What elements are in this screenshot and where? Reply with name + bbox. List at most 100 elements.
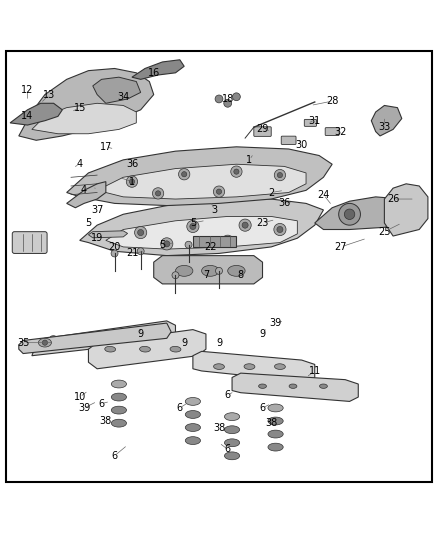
Polygon shape: [154, 256, 262, 284]
Circle shape: [126, 176, 138, 187]
Circle shape: [224, 99, 232, 107]
Circle shape: [225, 238, 231, 244]
Ellipse shape: [258, 384, 266, 389]
Text: 9: 9: [138, 329, 144, 339]
Ellipse shape: [128, 336, 136, 341]
Ellipse shape: [228, 265, 245, 276]
Text: 6: 6: [177, 403, 183, 413]
Polygon shape: [80, 199, 323, 256]
Circle shape: [231, 166, 242, 177]
Ellipse shape: [320, 384, 327, 389]
Ellipse shape: [111, 380, 127, 388]
Ellipse shape: [268, 404, 283, 412]
Text: 36: 36: [126, 159, 138, 169]
Text: 16: 16: [148, 68, 160, 78]
Ellipse shape: [176, 265, 193, 276]
Text: 38: 38: [213, 423, 225, 433]
Polygon shape: [93, 77, 141, 103]
Text: 6: 6: [99, 399, 105, 409]
Text: 6: 6: [112, 451, 118, 461]
Ellipse shape: [170, 346, 181, 352]
Text: 37: 37: [91, 205, 103, 215]
Text: 1: 1: [247, 155, 253, 165]
Polygon shape: [10, 103, 62, 125]
Circle shape: [182, 172, 187, 177]
Ellipse shape: [224, 426, 240, 434]
Text: 5: 5: [159, 240, 166, 250]
Polygon shape: [132, 60, 184, 79]
Ellipse shape: [39, 338, 51, 347]
Text: 17: 17: [100, 142, 112, 152]
Circle shape: [274, 169, 286, 181]
Polygon shape: [19, 323, 171, 353]
Text: 38: 38: [265, 418, 277, 428]
Ellipse shape: [140, 346, 150, 352]
Polygon shape: [385, 184, 428, 236]
Circle shape: [137, 248, 144, 255]
Polygon shape: [19, 68, 154, 140]
Ellipse shape: [224, 452, 240, 460]
Circle shape: [234, 169, 239, 174]
Ellipse shape: [244, 364, 255, 369]
FancyBboxPatch shape: [12, 232, 47, 254]
Text: 6: 6: [225, 390, 231, 400]
Text: 9: 9: [181, 338, 187, 348]
Polygon shape: [67, 147, 332, 206]
Text: 24: 24: [317, 190, 330, 200]
Circle shape: [42, 340, 47, 345]
Ellipse shape: [111, 393, 127, 401]
Ellipse shape: [185, 398, 201, 405]
Text: 4: 4: [81, 185, 87, 195]
Text: 14: 14: [21, 111, 34, 122]
Circle shape: [185, 241, 192, 248]
Circle shape: [111, 250, 118, 257]
Circle shape: [134, 227, 147, 239]
FancyBboxPatch shape: [304, 119, 317, 126]
Text: 39: 39: [269, 318, 282, 328]
Circle shape: [277, 227, 283, 232]
Ellipse shape: [185, 437, 201, 445]
Text: 2: 2: [268, 188, 274, 198]
Circle shape: [239, 219, 251, 231]
Polygon shape: [193, 351, 315, 382]
Text: 28: 28: [326, 96, 338, 106]
Text: 5: 5: [85, 218, 92, 228]
Polygon shape: [32, 103, 136, 134]
Text: 26: 26: [387, 194, 399, 204]
Text: 22: 22: [204, 242, 216, 252]
Text: 12: 12: [21, 85, 34, 95]
Circle shape: [222, 235, 234, 247]
Text: 34: 34: [117, 92, 129, 102]
Circle shape: [216, 189, 222, 194]
Polygon shape: [315, 197, 415, 230]
Circle shape: [190, 223, 196, 230]
Polygon shape: [88, 329, 206, 369]
Circle shape: [129, 179, 134, 184]
Text: 1: 1: [129, 176, 135, 187]
Circle shape: [339, 204, 360, 225]
Circle shape: [215, 95, 223, 103]
Text: 36: 36: [278, 198, 290, 208]
Circle shape: [233, 93, 240, 101]
Ellipse shape: [268, 443, 283, 451]
Text: 8: 8: [238, 270, 244, 280]
Polygon shape: [67, 182, 106, 208]
Circle shape: [152, 188, 164, 199]
Ellipse shape: [275, 364, 286, 369]
Text: 27: 27: [335, 242, 347, 252]
Text: 10: 10: [74, 392, 86, 402]
Ellipse shape: [224, 413, 240, 421]
Text: 6: 6: [225, 445, 231, 454]
Text: 21: 21: [126, 248, 138, 259]
Circle shape: [213, 186, 225, 197]
Ellipse shape: [111, 406, 127, 414]
Ellipse shape: [111, 419, 127, 427]
Polygon shape: [106, 216, 297, 249]
Circle shape: [187, 220, 199, 232]
Text: 7: 7: [203, 270, 209, 280]
Text: 32: 32: [335, 126, 347, 136]
Circle shape: [179, 168, 190, 180]
Circle shape: [242, 222, 248, 228]
FancyBboxPatch shape: [281, 136, 296, 144]
Polygon shape: [193, 236, 237, 247]
